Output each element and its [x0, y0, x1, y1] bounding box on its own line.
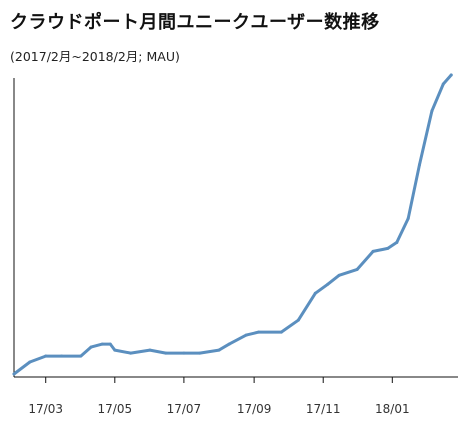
x-tick-label: 17/11 — [306, 402, 341, 416]
data-point — [449, 73, 453, 77]
data-point — [89, 345, 93, 349]
data-point — [417, 163, 421, 167]
data-point — [129, 351, 133, 355]
x-ticks — [45, 377, 393, 383]
x-tick-labels: 17/03 17/05 17/07 17/09 17/11 18/01 — [28, 402, 409, 416]
data-point — [355, 267, 359, 271]
x-tick-label: 17/09 — [237, 402, 272, 416]
data-point — [395, 240, 399, 244]
data-point — [108, 342, 112, 346]
data-points — [12, 73, 453, 376]
x-tick-label: 17/07 — [167, 402, 202, 416]
chart-title: クラウドポート月間ユニークユーザー数推移 — [10, 12, 380, 33]
data-point — [386, 246, 390, 250]
data-point — [371, 249, 375, 253]
data-point — [148, 348, 152, 352]
x-tick-label: 17/05 — [98, 402, 133, 416]
data-point — [100, 342, 104, 346]
data-point — [244, 333, 248, 337]
data-point — [113, 348, 117, 352]
data-point — [198, 351, 202, 355]
data-point — [182, 351, 186, 355]
x-tick-label: 18/01 — [375, 402, 410, 416]
data-point — [257, 330, 261, 334]
series-line-mau — [12, 73, 453, 376]
data-point — [217, 348, 221, 352]
data-point — [79, 354, 83, 358]
data-point — [296, 318, 300, 322]
data-point — [28, 360, 32, 364]
data-point — [44, 354, 48, 358]
data-point — [60, 354, 64, 358]
data-point — [164, 351, 168, 355]
x-tick-label: 17/03 — [28, 402, 63, 416]
chart-subtitle: (2017/2月~2018/2月; MAU) — [10, 49, 180, 64]
data-point — [430, 109, 434, 113]
data-point — [12, 372, 16, 376]
data-point — [279, 330, 283, 334]
data-point — [227, 342, 231, 346]
data-point — [406, 217, 410, 221]
data-point — [326, 282, 330, 286]
data-point — [337, 273, 341, 277]
data-point — [313, 291, 317, 295]
data-point — [441, 82, 445, 86]
